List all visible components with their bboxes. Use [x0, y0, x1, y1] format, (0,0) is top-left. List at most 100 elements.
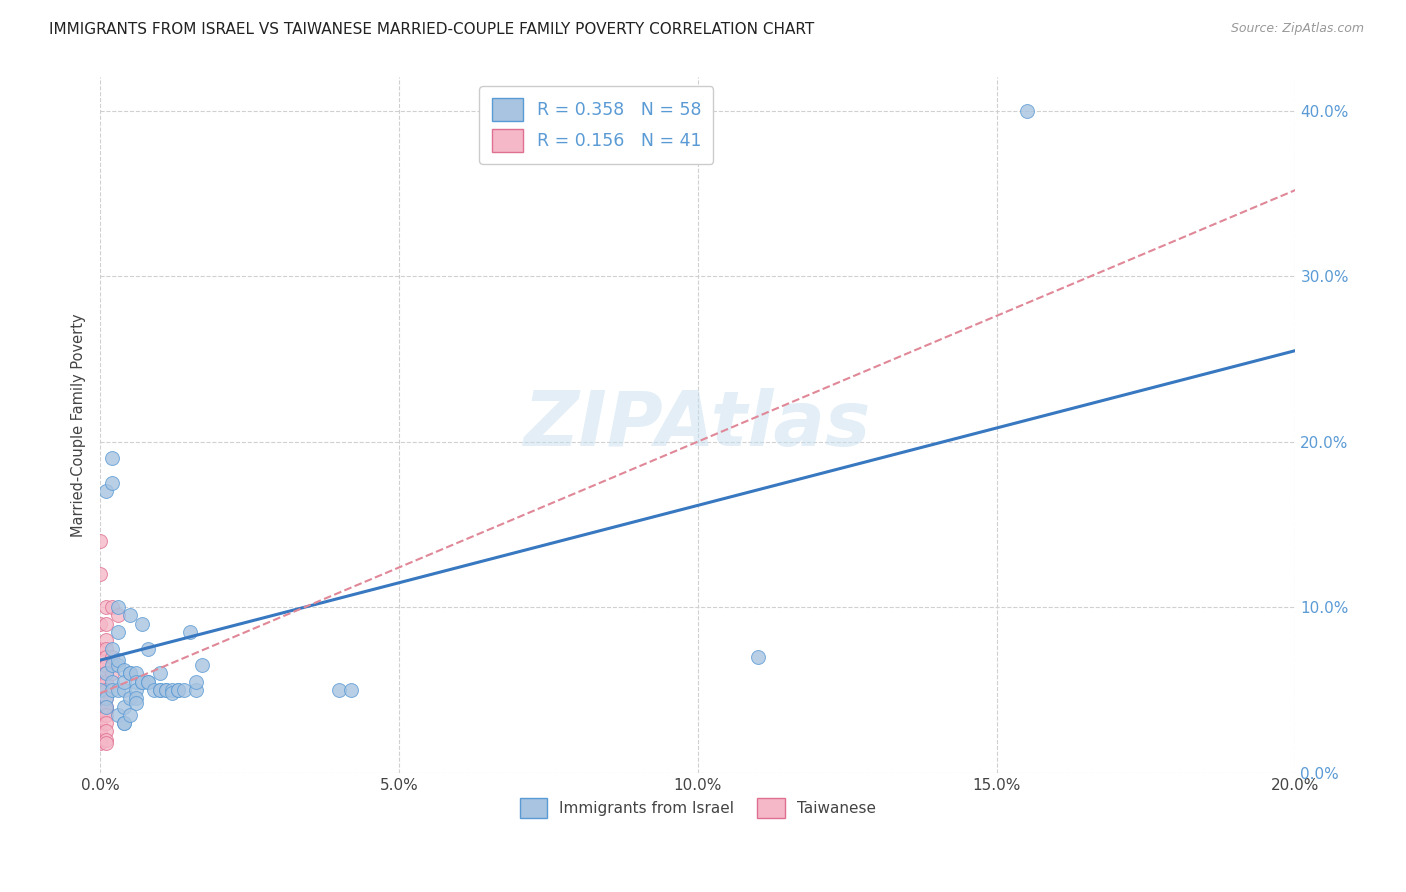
Point: [89, 707, 111, 722]
Point: [125, 696, 148, 710]
Point: [89, 696, 111, 710]
Point: [94, 691, 117, 706]
Point: [89, 703, 111, 717]
Point: [94, 699, 117, 714]
Point: [89, 699, 111, 714]
Point: [173, 683, 195, 698]
Point: [89, 674, 111, 689]
Point: [107, 625, 129, 640]
Point: [112, 674, 135, 689]
Point: [101, 674, 124, 689]
Point: [107, 653, 129, 667]
Point: [1015, 103, 1038, 118]
Point: [94, 691, 117, 706]
Point: [136, 641, 159, 656]
Point: [125, 666, 148, 681]
Point: [94, 666, 117, 681]
Point: [89, 658, 111, 673]
Point: [89, 616, 111, 631]
Point: [184, 674, 207, 689]
Point: [118, 707, 141, 722]
Point: [94, 633, 117, 648]
Point: [118, 608, 141, 623]
Point: [747, 649, 769, 664]
Point: [101, 600, 124, 615]
Text: Source: ZipAtlas.com: Source: ZipAtlas.com: [1230, 22, 1364, 36]
Point: [107, 658, 129, 673]
Point: [94, 674, 117, 689]
Point: [118, 691, 141, 706]
Point: [112, 683, 135, 698]
Point: [155, 683, 177, 698]
Point: [101, 683, 124, 698]
Point: [89, 736, 111, 750]
Point: [89, 691, 111, 706]
Point: [94, 484, 117, 499]
Point: [118, 666, 141, 681]
Point: [89, 683, 111, 698]
Point: [328, 683, 350, 698]
Point: [94, 658, 117, 673]
Point: [89, 533, 111, 548]
Point: [89, 666, 111, 681]
Point: [89, 686, 111, 700]
Point: [184, 683, 207, 698]
Point: [89, 683, 111, 698]
Point: [166, 683, 188, 698]
Point: [94, 703, 117, 717]
Point: [94, 736, 117, 750]
Point: [125, 691, 148, 706]
Point: [101, 649, 124, 664]
Point: [94, 699, 117, 714]
Point: [101, 666, 124, 681]
Point: [118, 666, 141, 681]
Point: [136, 674, 159, 689]
Point: [149, 666, 172, 681]
Point: [125, 683, 148, 698]
Point: [190, 658, 212, 673]
Point: [179, 625, 201, 640]
Point: [136, 674, 159, 689]
Point: [94, 732, 117, 747]
Point: [94, 666, 117, 681]
Point: [107, 600, 129, 615]
Point: [107, 683, 129, 698]
Text: ZIPAtlas: ZIPAtlas: [524, 388, 872, 462]
Legend: Immigrants from Israel, Taiwanese: Immigrants from Israel, Taiwanese: [513, 792, 882, 824]
Point: [149, 683, 172, 698]
Point: [94, 724, 117, 739]
Point: [89, 641, 111, 656]
Point: [94, 616, 117, 631]
Point: [112, 716, 135, 731]
Point: [112, 716, 135, 731]
Point: [340, 683, 363, 698]
Point: [131, 674, 153, 689]
Point: [131, 674, 153, 689]
Text: IMMIGRANTS FROM ISRAEL VS TAIWANESE MARRIED-COUPLE FAMILY POVERTY CORRELATION CH: IMMIGRANTS FROM ISRAEL VS TAIWANESE MARR…: [49, 22, 814, 37]
Point: [101, 641, 124, 656]
Point: [149, 683, 172, 698]
Point: [101, 476, 124, 491]
Point: [125, 674, 148, 689]
Point: [112, 699, 135, 714]
Point: [94, 641, 117, 656]
Point: [101, 658, 124, 673]
Point: [94, 683, 117, 698]
Point: [160, 683, 183, 698]
Point: [155, 683, 177, 698]
Point: [94, 707, 117, 722]
Point: [107, 608, 129, 623]
Point: [94, 658, 117, 673]
Point: [89, 567, 111, 582]
Point: [101, 451, 124, 466]
Point: [94, 600, 117, 615]
Point: [94, 649, 117, 664]
Point: [89, 732, 111, 747]
Y-axis label: Married-Couple Family Poverty: Married-Couple Family Poverty: [72, 313, 86, 537]
Point: [112, 663, 135, 677]
Point: [89, 724, 111, 739]
Point: [142, 683, 165, 698]
Point: [166, 683, 188, 698]
Point: [160, 686, 183, 700]
Point: [131, 616, 153, 631]
